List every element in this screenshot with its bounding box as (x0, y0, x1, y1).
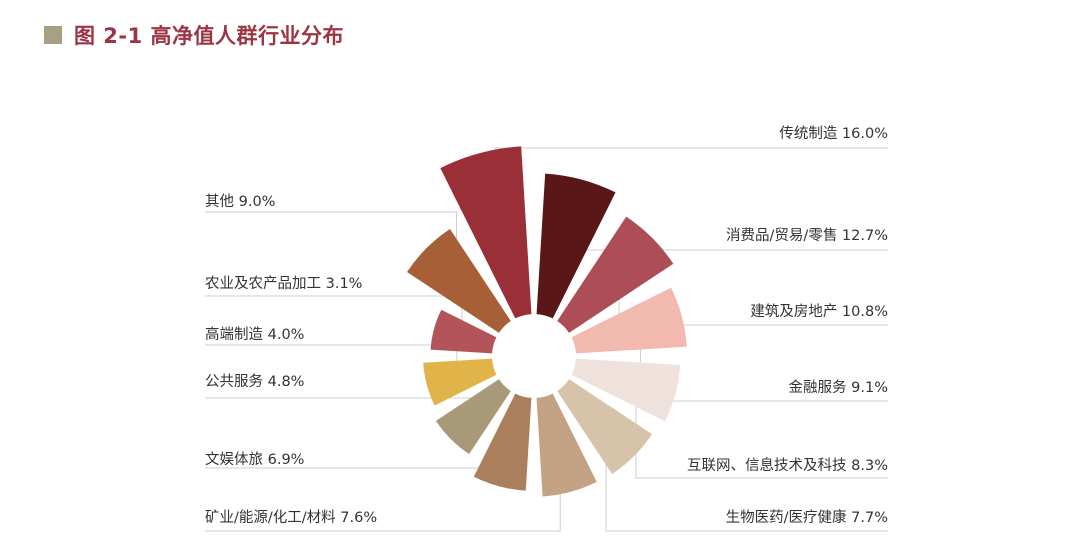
slice-4 (571, 358, 681, 422)
leader-line-9 (205, 344, 458, 377)
slice-2 (557, 216, 674, 333)
title-square-icon (44, 26, 62, 44)
slice-label-0: 传统制造 16.0% (779, 125, 888, 142)
slice-label-2: 建筑及房地产 10.8% (750, 303, 888, 320)
slice-label-6: 矿业/能源/化工/材料 7.6% (205, 509, 377, 526)
slice-label-11: 其他 9.0% (205, 193, 275, 210)
slice-label-9: 高端制造 4.0% (205, 326, 304, 343)
slice-label-1: 消费品/贸易/零售 12.7% (726, 227, 888, 244)
slice-7 (473, 393, 532, 491)
slice-label-5: 生物医药/医疗健康 7.7% (726, 509, 888, 526)
slice-10 (430, 309, 497, 354)
slice-9 (423, 358, 497, 406)
slice-0 (440, 146, 532, 319)
slice-3 (571, 287, 687, 354)
slice-label-8: 公共服务 4.8% (205, 373, 304, 390)
slice-labels: 传统制造 16.0% 消费品/贸易/零售 12.7% 建筑及房地产 10.8% 金融服… (205, 125, 888, 526)
slice-8 (435, 379, 511, 455)
slice-1 (536, 173, 616, 319)
slice-label-3: 金融服务 9.1% (789, 379, 888, 396)
slice-label-4: 互联网、信息技术及科技 8.3% (687, 457, 888, 474)
chart-title: 图 2-1 高净值人群行业分布 (74, 24, 345, 48)
slice-label-10: 农业及农产品加工 3.1% (205, 275, 362, 292)
slice-5 (557, 379, 653, 475)
slice-11 (407, 229, 511, 333)
slice-6 (536, 393, 597, 497)
chart-slices (407, 146, 687, 497)
leader-line-4 (635, 383, 888, 479)
slice-label-7: 文娱体旅 6.9% (205, 451, 304, 468)
chart-header: 图 2-1 高净值人群行业分布 (44, 20, 344, 50)
